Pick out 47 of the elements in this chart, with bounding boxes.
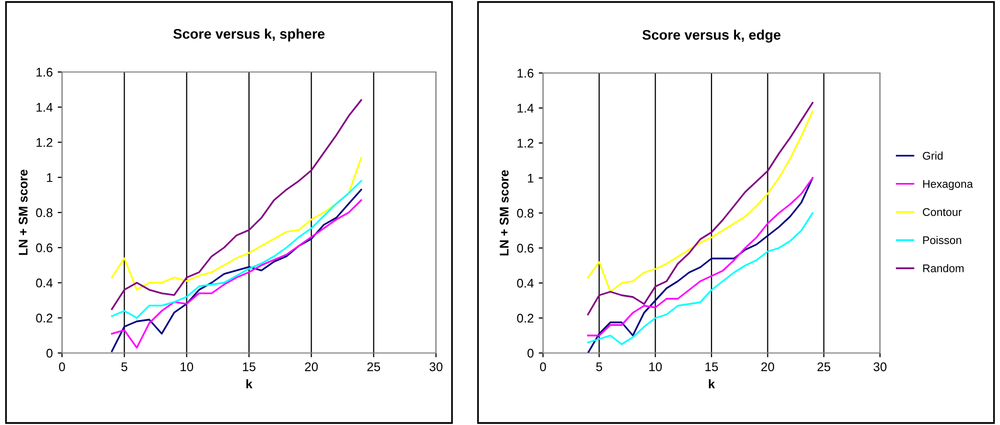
y-tick-label: 1 bbox=[528, 174, 534, 183]
x-tick-label: 5 bbox=[121, 362, 128, 372]
y-tick-label: 0 bbox=[528, 348, 534, 358]
y-tick-label: 0.4 bbox=[36, 278, 53, 288]
x-tick-label: 15 bbox=[706, 362, 718, 372]
x-tick-label: 25 bbox=[818, 362, 830, 372]
y-tick-label: 0.6 bbox=[36, 243, 52, 252]
y-tick-label: 0.2 bbox=[36, 314, 52, 323]
x-tick-label: 20 bbox=[761, 362, 774, 372]
y-tick-label: 0.4 bbox=[517, 278, 534, 288]
legend-label: Grid bbox=[922, 152, 943, 160]
y-tick-label: 1.4 bbox=[518, 104, 534, 113]
x-tick-label: 0 bbox=[59, 362, 65, 372]
x-tick-label: 10 bbox=[180, 362, 194, 372]
x-axis-title: k bbox=[246, 379, 252, 388]
y-axis-title: LN + SM score bbox=[18, 170, 28, 255]
x-tick-label: 20 bbox=[305, 362, 318, 372]
x-tick-label: 15 bbox=[243, 362, 256, 372]
chart-title: Score versus k, sphere bbox=[173, 28, 325, 42]
line-series bbox=[111, 157, 362, 291]
y-tick-label: 1.4 bbox=[36, 103, 53, 112]
legend-label: Contour bbox=[922, 208, 962, 216]
y-tick-label: 0.2 bbox=[517, 314, 534, 323]
x-tick-label: 10 bbox=[649, 362, 662, 372]
y-tick-label: 0.8 bbox=[517, 208, 534, 218]
x-tick-label: 30 bbox=[874, 362, 886, 372]
y-tick-label: 1.6 bbox=[518, 68, 534, 78]
x-tick-label: 30 bbox=[430, 362, 442, 372]
chart-title: Score versus k, edge bbox=[642, 30, 781, 43]
x-tick-label: 25 bbox=[367, 362, 380, 372]
y-tick-label: 0.6 bbox=[517, 244, 534, 253]
line-series bbox=[111, 99, 362, 310]
y-axis-title: LN + SM score bbox=[500, 170, 509, 256]
y-tick-label: 1 bbox=[46, 173, 52, 182]
y-tick-label: 1.2 bbox=[518, 138, 534, 148]
x-tick-label: 0 bbox=[540, 362, 546, 372]
legend-label: Hexagona bbox=[923, 180, 973, 190]
line-series bbox=[111, 180, 362, 319]
x-axis-title: k bbox=[708, 379, 715, 388]
legend-label: Poisson bbox=[923, 236, 962, 244]
y-tick-label: 0.8 bbox=[36, 208, 52, 218]
legend-label: Random bbox=[923, 264, 964, 272]
y-tick-label: 0 bbox=[46, 348, 52, 358]
y-tick-label: 1.6 bbox=[36, 68, 52, 77]
x-tick-label: 5 bbox=[596, 362, 602, 372]
y-tick-label: 1.2 bbox=[36, 138, 52, 147]
line-series bbox=[587, 212, 814, 346]
